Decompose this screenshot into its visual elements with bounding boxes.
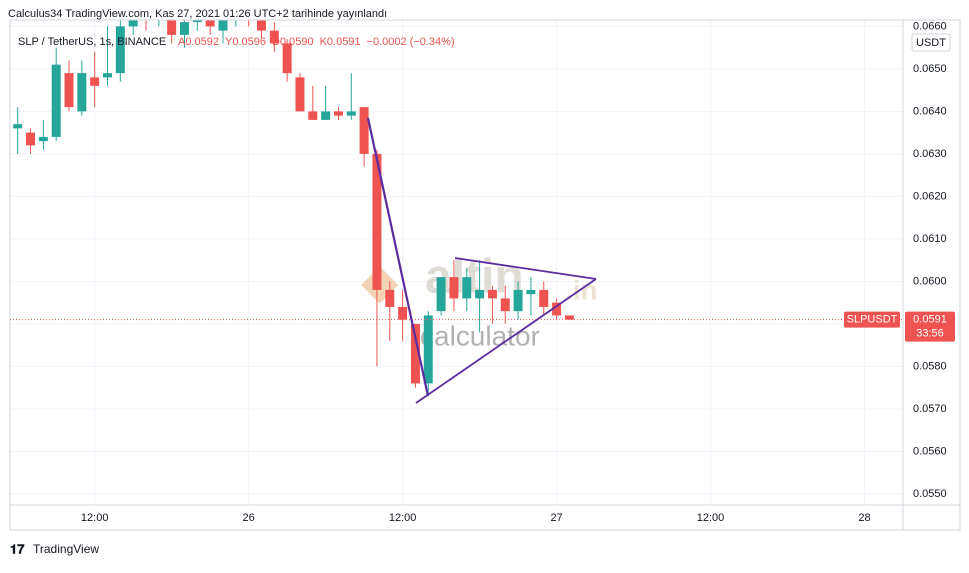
published-note: Calculus34 TradingView.com, Kas 27, 2021… (8, 8, 387, 20)
candle-body (526, 289, 536, 295)
countdown: 33:56 (916, 328, 944, 340)
y-tick-label: 0.0640 (913, 105, 947, 117)
candle-body (513, 289, 523, 312)
triangle-line (454, 257, 597, 280)
legend-value: D0.0590 (272, 36, 314, 48)
legend-value: K0.0591 (320, 36, 361, 48)
footer: 𝟏𝟕 TradingView (10, 541, 99, 556)
y-tick-label: 0.0550 (913, 488, 947, 500)
y-tick-label: 0.0560 (913, 445, 947, 457)
candle-body (192, 20, 202, 23)
candle-body (423, 315, 433, 384)
candle-body (462, 277, 472, 299)
candle-body (13, 124, 23, 129)
candle-body (51, 64, 61, 137)
symbol: SLP / TetherUS, 1s, BINANCE (18, 36, 166, 48)
currency-box (911, 33, 951, 52)
candle-body (487, 289, 497, 299)
candle-body (436, 277, 446, 312)
x-tick-label: 27 (550, 512, 562, 524)
x-tick-label: 26 (243, 512, 255, 524)
x-tick-label: 12:00 (389, 512, 417, 524)
candle-body (205, 20, 215, 27)
x-tick-label: 12:00 (697, 512, 725, 524)
candle-body (180, 22, 189, 35)
candle-body (398, 306, 408, 320)
y-tick-label: 0.0620 (913, 190, 947, 202)
y-tick-label: 0.0580 (913, 360, 947, 372)
candle-body (449, 277, 459, 299)
candle-body (475, 289, 485, 299)
candle-body (167, 20, 177, 35)
candle-body (218, 20, 228, 31)
candle-body (333, 111, 343, 116)
candle-body (128, 20, 138, 27)
grid (10, 20, 903, 505)
chart-border (9, 19, 961, 531)
triangle-line (415, 278, 597, 404)
candle-body (359, 107, 369, 154)
last-price: 0.0591 (913, 314, 947, 326)
candle-body (103, 73, 113, 78)
candle-body (64, 73, 74, 108)
candle-body (552, 302, 562, 316)
candle-body (90, 77, 100, 86)
candle-body (321, 111, 331, 120)
candle-body (372, 153, 382, 290)
candle-body (410, 323, 420, 384)
x-tick-label: 28 (858, 512, 870, 524)
drawings (366, 117, 597, 404)
candle-body (256, 20, 266, 31)
ticker-label: SLPUSDT (847, 314, 898, 326)
y-tick-label: 0.0600 (913, 275, 947, 287)
y-tick-label: 0.0570 (913, 403, 947, 415)
candle-body (564, 315, 574, 320)
y-tick-label: 0.0610 (913, 233, 947, 245)
x-tick-label: 12:00 (81, 512, 109, 524)
candle-body (295, 77, 305, 112)
candle-body (26, 132, 36, 146)
candle-body (269, 30, 279, 44)
tv-logo: 𝟏𝟕 (10, 541, 25, 556)
candle-body (282, 43, 292, 74)
y-tick-label: 0.0660 (913, 20, 947, 32)
ticker-badge (844, 311, 900, 328)
currency: USDT (916, 37, 946, 49)
candle-body (539, 289, 549, 307)
trend-line (366, 117, 430, 397)
candle-body (38, 136, 48, 142)
candles (13, 20, 574, 397)
y-tick-label: 0.0650 (913, 63, 947, 75)
candle-body (346, 111, 356, 116)
candle-body (308, 111, 318, 120)
candle-body (500, 298, 510, 312)
candle-body (115, 26, 125, 74)
candle-body (77, 73, 87, 112)
ohlc-legend: A0.0592 Y0.0596 D0.0590 K0.0591 −0.0002 (−0.… (178, 36, 455, 48)
legend-value: Y0.0596 (225, 36, 266, 48)
legend-value: A0.0592 (178, 36, 219, 48)
price-badge (905, 311, 955, 342)
legend-value: −0.0002 (−0.34%) (367, 36, 455, 48)
candle-body (385, 289, 395, 307)
y-tick-label: 0.0630 (913, 148, 947, 160)
footer-brand: TradingView (33, 542, 99, 556)
